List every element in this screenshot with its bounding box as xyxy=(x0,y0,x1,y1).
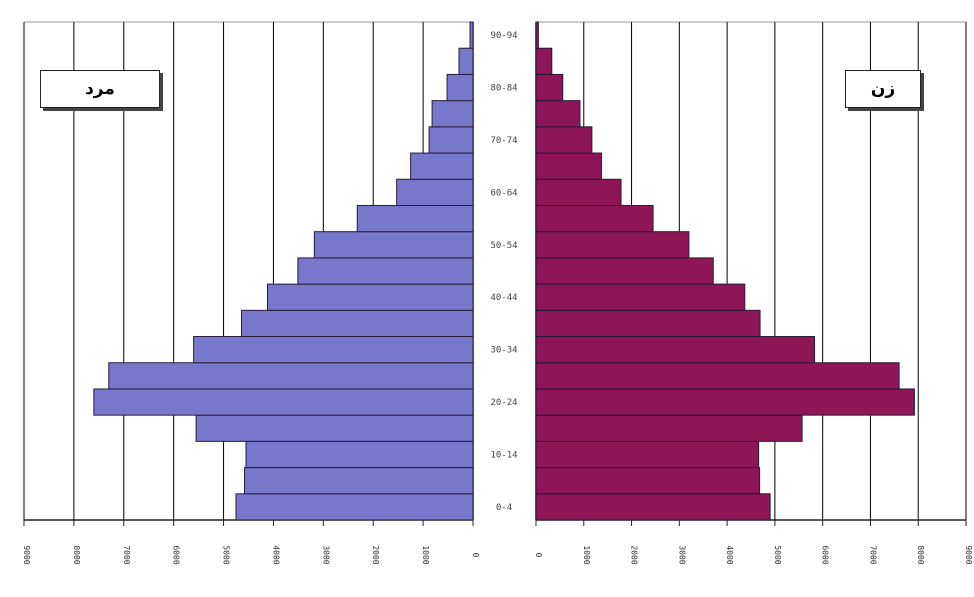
age-label: 50-54 xyxy=(490,241,517,251)
age-label: 60-64 xyxy=(490,188,517,198)
age-label: 20-24 xyxy=(490,398,517,408)
male-bar xyxy=(458,47,474,75)
male-bar xyxy=(195,414,474,442)
female-bar xyxy=(535,257,714,285)
legend-female-label: زن xyxy=(870,79,896,99)
right-tick-label: 9000 xyxy=(964,545,973,564)
male-bar xyxy=(108,362,474,390)
female-bar xyxy=(535,126,593,154)
right-tick-label: 6000 xyxy=(821,545,830,564)
male-bar xyxy=(356,204,474,233)
female-bar xyxy=(535,231,690,259)
legend-male: مرد xyxy=(40,70,160,108)
legend-female: زن xyxy=(845,70,921,108)
female-bar xyxy=(535,47,553,75)
right-tick-label: 3000 xyxy=(677,545,686,564)
right-axis-ticks: 0 1000 2000 3000 4000 5000 6000 7000 8000 9000 xyxy=(534,520,973,565)
left-tick-label: 4000 xyxy=(271,545,280,564)
right-tick-label: 5000 xyxy=(773,545,782,564)
male-bar xyxy=(428,126,474,154)
right-tick-label: 0 xyxy=(534,553,543,558)
age-label: 80-84 xyxy=(490,84,517,94)
right-tick-label: 4000 xyxy=(725,545,734,564)
female-bar xyxy=(535,21,539,49)
male-bar xyxy=(241,309,474,338)
age-label: 40-44 xyxy=(490,293,517,303)
female-bars xyxy=(535,21,915,521)
male-bar xyxy=(93,388,474,416)
male-bar xyxy=(410,152,474,180)
age-label: 0-4 xyxy=(496,503,512,513)
left-axis-ticks: 0 1000 2000 3000 4000 5000 6000 7000 8000 9000 xyxy=(22,520,480,565)
female-bar xyxy=(535,362,900,390)
age-labels: 0-4 10-14 20-24 30-34 40-44 50-54 60-64 70-74 80… xyxy=(490,31,517,513)
age-label: 30-34 xyxy=(490,346,517,356)
left-tick-label: 3000 xyxy=(321,545,330,564)
male-bar xyxy=(313,231,474,259)
legend-male-label: مرد xyxy=(85,79,115,99)
female-bar xyxy=(535,73,564,102)
right-tick-label: 1000 xyxy=(582,545,591,564)
female-bar xyxy=(535,336,816,364)
female-bar xyxy=(535,414,803,442)
male-bar xyxy=(235,493,474,521)
female-bar xyxy=(535,152,602,180)
age-label: 70-74 xyxy=(490,136,517,146)
right-tick-label: 8000 xyxy=(916,545,925,564)
left-tick-label: 0 xyxy=(471,553,480,558)
left-tick-label: 7000 xyxy=(122,545,131,564)
left-tick-label: 6000 xyxy=(172,545,181,564)
left-tick-label: 9000 xyxy=(22,545,31,564)
right-tick-label: 7000 xyxy=(868,545,877,564)
left-tick-label: 1000 xyxy=(421,545,430,564)
male-bar xyxy=(431,100,474,128)
left-tick-label: 8000 xyxy=(72,545,81,564)
age-label: 90-94 xyxy=(490,31,517,41)
male-bars xyxy=(93,21,474,521)
male-bar xyxy=(297,257,474,285)
male-bar xyxy=(446,73,474,102)
right-tick-label: 2000 xyxy=(630,545,639,564)
left-tick-label: 2000 xyxy=(371,545,380,564)
age-label: 10-14 xyxy=(490,450,517,460)
male-bar xyxy=(266,283,474,311)
male-bar xyxy=(244,467,474,495)
male-bar xyxy=(245,440,474,469)
left-tick-label: 5000 xyxy=(222,545,231,564)
female-bar xyxy=(535,388,915,416)
female-bar xyxy=(535,204,654,233)
female-bar xyxy=(535,467,761,495)
female-bar xyxy=(535,283,746,311)
male-bar xyxy=(469,21,474,49)
female-bar xyxy=(535,309,761,338)
female-bar xyxy=(535,493,771,521)
male-bar xyxy=(396,178,474,206)
male-bar xyxy=(193,336,474,364)
female-bar xyxy=(535,100,581,128)
female-bar xyxy=(535,178,622,206)
female-bar xyxy=(535,440,760,469)
